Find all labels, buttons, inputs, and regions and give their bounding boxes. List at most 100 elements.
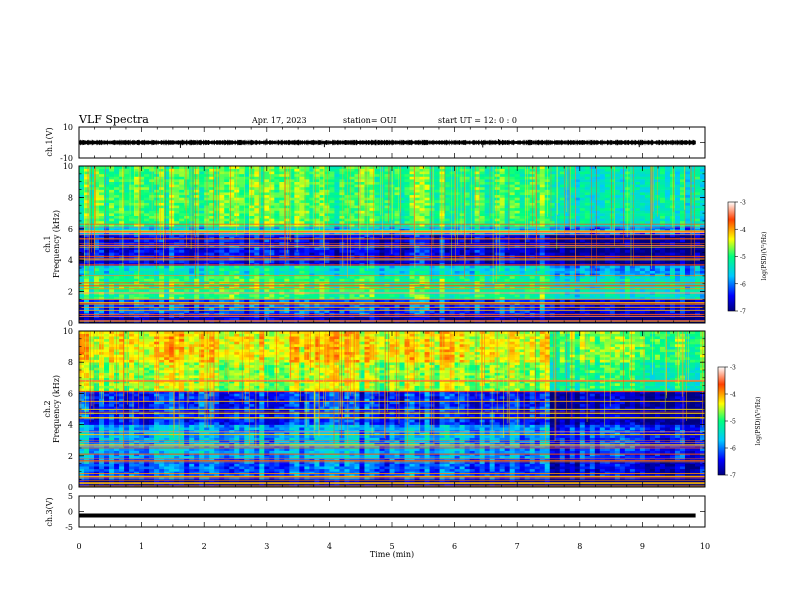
ch1-spectrogram-cell xyxy=(174,320,180,324)
ch1-spectrogram-cell xyxy=(284,207,290,211)
ch1-spectrogram-cell xyxy=(214,173,220,177)
ch1-spectrogram-cell xyxy=(114,228,120,232)
ch1-spectrogram-cell xyxy=(119,239,125,243)
ch1-spectrogram-cell xyxy=(349,265,355,269)
ch1-spectrogram-cell xyxy=(264,200,270,203)
ch1-spectrogram-cell xyxy=(214,192,220,196)
ch1-spectrogram-cell xyxy=(104,220,110,224)
ch1-spectrogram-cell xyxy=(299,197,305,201)
ch1-spectrogram-cell xyxy=(369,173,375,177)
ch1-spectrogram-cell xyxy=(159,307,165,311)
ch1-spectrogram-cell xyxy=(84,192,90,196)
ch1-spectrogram-cell xyxy=(249,273,255,277)
ch1-spectrogram-cell xyxy=(329,270,335,274)
ch1-spectrogram-cell xyxy=(404,273,410,277)
ch1-spectrogram-cell xyxy=(324,262,330,266)
ch1-spectrogram-cell xyxy=(144,270,150,274)
ch1-spectrogram-cell xyxy=(124,288,130,292)
ch1-spectrogram-cell xyxy=(189,273,195,277)
ch1-spectrogram-cell xyxy=(399,260,405,264)
ch1-spectrogram-cell xyxy=(144,171,150,175)
ch1-spectrogram-cell xyxy=(334,309,340,313)
ch1-spectrogram-cell xyxy=(89,270,95,274)
ch1-spectrogram-cell xyxy=(114,184,120,188)
ch1-spectrogram-cell xyxy=(429,192,435,196)
ch1-spectrogram-cell xyxy=(149,179,155,182)
ch1-spectrogram-cell xyxy=(174,294,180,298)
ch1-spectrogram-cell xyxy=(149,168,155,172)
ch1-spectrogram-cell xyxy=(214,294,220,298)
ch1-spectrogram-cell xyxy=(334,168,340,172)
ch1-spectrogram-cell xyxy=(354,296,360,300)
ch1-spectrogram-cell xyxy=(374,239,380,243)
ch1-spectrogram-cell xyxy=(139,202,145,206)
ch1-spectrogram-cell xyxy=(299,186,305,190)
ch1-spectrogram-cell xyxy=(139,189,145,193)
ch1-spectrogram-cell xyxy=(214,278,220,282)
ch1-spectrogram-cell xyxy=(234,173,240,177)
ch1-spectrogram-cell xyxy=(209,299,215,303)
ch1-spectrogram-cell xyxy=(239,260,245,264)
ch1-spectrogram-cell xyxy=(399,189,405,193)
ch1-spectrogram-cell xyxy=(184,304,190,308)
ch1-spectrogram-cell xyxy=(129,252,135,256)
ch1-spectrogram-cell xyxy=(94,273,100,277)
ch1-spectrogram-cell xyxy=(144,202,150,206)
ch1-spectrogram-cell xyxy=(224,228,230,232)
ch1-spectrogram-cell xyxy=(189,249,195,253)
ch1-spectrogram-cell xyxy=(214,257,220,261)
ch1-spectrogram-cell xyxy=(289,220,295,224)
ch1-spectrogram-cell xyxy=(394,270,400,274)
ch1-spectrogram-cell xyxy=(219,179,225,182)
ch1-spectrogram-cell xyxy=(404,249,410,253)
ch1-spectrogram-cell xyxy=(104,307,110,311)
ch1-spectrogram-cell xyxy=(169,181,175,185)
ch1-spectrogram-cell xyxy=(369,304,375,308)
ch1-spectrogram-cell xyxy=(259,197,265,201)
ch1-spectrogram-cell xyxy=(259,320,265,324)
ch1-spectrogram-cell xyxy=(354,275,360,279)
ch1-spectrogram-cell xyxy=(424,220,430,224)
ch1-spectrogram-cell xyxy=(309,307,315,311)
ch1-spectrogram-cell xyxy=(124,270,130,274)
ch1-spectrogram-cell xyxy=(89,262,95,266)
ch1-spectrogram-cell xyxy=(184,299,190,303)
ch1-spectrogram-cell xyxy=(389,260,395,264)
ch1-spectrogram-cell xyxy=(489,168,495,172)
ch1-spectrogram-cell xyxy=(94,218,100,222)
ch1-spectrogram-cell xyxy=(284,278,290,282)
ch1-spectrogram-cell xyxy=(284,173,290,177)
ch1-spectrogram-cell xyxy=(429,173,435,177)
ch1-spectrogram-cell xyxy=(469,189,475,193)
ch1-spectrogram-cell xyxy=(304,299,310,303)
ch1-spectrogram-cell xyxy=(164,268,170,271)
ch1-spectrogram-cell xyxy=(99,236,105,240)
ch1-spectrogram-cell xyxy=(124,215,130,219)
ch1-spectrogram-cell xyxy=(244,262,250,266)
ch1-spectrogram-cell xyxy=(334,257,340,261)
ch1-spectrogram-cell xyxy=(229,184,235,188)
ch1-spectrogram-cell xyxy=(219,265,225,269)
ch1-spectrogram-cell xyxy=(309,220,315,224)
ch1-spectrogram-cell xyxy=(159,304,165,308)
ch1-spectrogram-cell xyxy=(349,184,355,188)
ch1-spectrogram-cell xyxy=(169,207,175,211)
ch1-spectrogram-cell xyxy=(289,228,295,232)
ch1-spectrogram-cell xyxy=(149,210,155,214)
ch1-spectrogram-cell xyxy=(119,294,125,298)
ch1-spectrogram-cell xyxy=(124,252,130,256)
ch1-spectrogram-cell xyxy=(284,218,290,222)
ch1-spectrogram-cell xyxy=(399,194,405,198)
ch1-spectrogram-cell xyxy=(119,186,125,190)
ch1-spectrogram-cell xyxy=(344,197,350,201)
ch1-spectrogram-cell xyxy=(109,234,115,237)
ch1-spectrogram-cell xyxy=(209,317,215,321)
ch1-spectrogram-cell xyxy=(284,252,290,256)
ch1-spectrogram-cell xyxy=(219,296,225,300)
ch1-spectrogram-cell xyxy=(234,304,240,308)
ch1-spectrogram-cell xyxy=(264,220,270,224)
ch1-spectrogram-cell xyxy=(289,307,295,311)
ch1-spectrogram-cell xyxy=(209,200,215,203)
ch1-spectrogram-cell xyxy=(184,288,190,292)
ch1-spectrogram-cell xyxy=(394,299,400,303)
